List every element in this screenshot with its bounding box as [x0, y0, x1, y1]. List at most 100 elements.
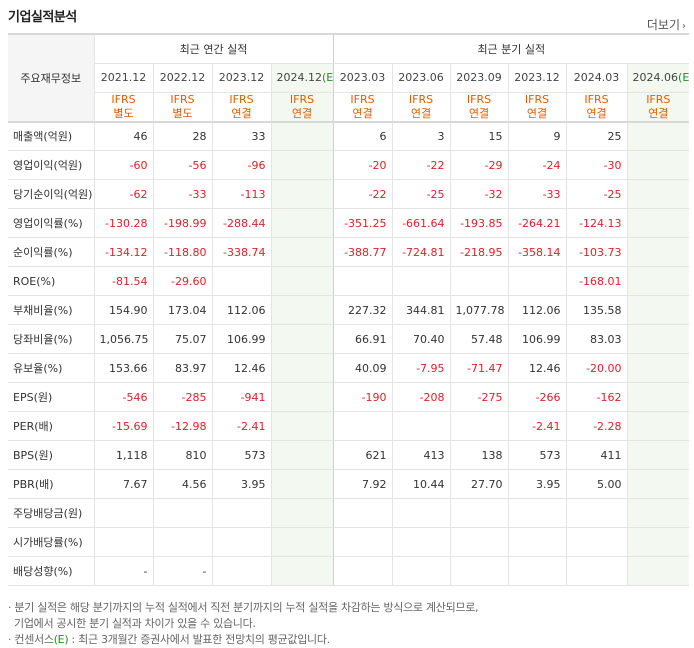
footnote-2: · 컨센서스(E) : 최근 3개월간 증권사에서 발표한 전망치의 평균값입니…	[8, 633, 330, 646]
table-cell	[508, 556, 567, 586]
table-cell	[627, 266, 690, 296]
table-cell: 3.95	[508, 469, 567, 499]
row-label: 영업이익률(%)	[8, 208, 95, 238]
period-header: 2024.06(E)	[627, 63, 690, 93]
table-cell: -56	[153, 150, 213, 180]
table-cell: 138	[450, 440, 509, 470]
table-cell: -20.00	[566, 353, 628, 383]
row-label: 배당성향(%)	[8, 556, 95, 586]
table-cell	[392, 556, 451, 586]
table-cell	[333, 266, 393, 296]
table-cell: -	[94, 556, 154, 586]
accounting-type-header: IFRS 연결	[566, 92, 628, 122]
row-header-label: 주요재무정보	[8, 33, 95, 122]
table-cell: 66.91	[333, 324, 393, 354]
accounting-type-header: IFRS 연결	[271, 92, 334, 122]
table-cell: -30	[566, 150, 628, 180]
table-cell	[271, 120, 334, 151]
table-cell: 5.00	[566, 469, 628, 499]
table-cell	[153, 498, 213, 528]
table-cell	[271, 150, 334, 180]
table-cell: -32	[450, 179, 509, 209]
table-row: 영업이익률(%) -130.28 -198.99 -288.44 -351.25 -661…	[8, 208, 690, 238]
table-cell: -25	[392, 179, 451, 209]
table-cell	[627, 150, 690, 180]
table-cell	[566, 498, 628, 528]
table-cell: -12.98	[153, 411, 213, 441]
table-cell: -29.60	[153, 266, 213, 296]
table-cell: -338.74	[212, 237, 272, 267]
table-cell: 411	[566, 440, 628, 470]
row-label: 당기순이익(억원)	[8, 179, 95, 209]
period-header: 2023.12	[508, 63, 567, 93]
table-cell	[333, 556, 393, 586]
table-cell	[392, 498, 451, 528]
period-header: 2023.12	[212, 63, 272, 93]
table-cell	[627, 120, 690, 151]
accounting-type-header: IFRS 연결	[508, 92, 567, 122]
table-cell: -134.12	[94, 237, 154, 267]
table-row: 배당성향(%) - -	[8, 556, 690, 586]
period-header: 2024.03	[566, 63, 628, 93]
table-cell: 1,077.78	[450, 295, 509, 325]
table-cell: 135.58	[566, 295, 628, 325]
table-cell	[627, 353, 690, 383]
table-cell: -2.41	[508, 411, 567, 441]
table-cell: 40.09	[333, 353, 393, 383]
row-label: ROE(%)	[8, 266, 95, 296]
table-cell	[627, 179, 690, 209]
table-cell	[627, 382, 690, 412]
row-label: 순이익률(%)	[8, 237, 95, 267]
table-cell	[627, 498, 690, 528]
table-cell: 621	[333, 440, 393, 470]
table-cell	[271, 208, 334, 238]
table-cell	[627, 469, 690, 499]
row-label: 당좌비율(%)	[8, 324, 95, 354]
table-cell: -162	[566, 382, 628, 412]
table-cell	[271, 382, 334, 412]
footnotes: · 분기 실적은 해당 분기까지의 누적 실적에서 직전 분기까지의 누적 실적…	[8, 600, 479, 648]
table-cell	[627, 324, 690, 354]
table-cell: -24	[508, 150, 567, 180]
row-label: 주당배당금(원)	[8, 498, 95, 528]
table-cell: -168.01	[566, 266, 628, 296]
table-cell: -81.54	[94, 266, 154, 296]
table-row: 주당배당금(원)	[8, 498, 690, 528]
table-cell: 6	[333, 120, 393, 151]
table-cell: -7.95	[392, 353, 451, 383]
table-cell	[271, 440, 334, 470]
table-cell	[333, 527, 393, 557]
accounting-type-header: IFRS 연결	[450, 92, 509, 122]
period-header: 2023.09	[450, 63, 509, 93]
table-cell	[627, 295, 690, 325]
table-cell	[627, 411, 690, 441]
table-row: PER(배) -15.69 -12.98 -2.41 -2.41 -2.28	[8, 411, 690, 441]
table-cell	[153, 527, 213, 557]
table-cell: 12.46	[212, 353, 272, 383]
table-cell	[94, 527, 154, 557]
table-cell	[508, 266, 567, 296]
table-row: 부채비율(%) 154.90 173.04 112.06 227.32 344.81 1,0…	[8, 295, 690, 325]
row-label: PER(배)	[8, 411, 95, 441]
table-cell	[271, 237, 334, 267]
table-cell: -264.21	[508, 208, 567, 238]
table-cell: 1,056.75	[94, 324, 154, 354]
table-cell: 154.90	[94, 295, 154, 325]
table-row: 당기순이익(억원) -62 -33 -113 -22 -25 -32 -33 -25	[8, 179, 690, 209]
table-cell: 106.99	[508, 324, 567, 354]
table-cell: -124.13	[566, 208, 628, 238]
table-cell	[271, 295, 334, 325]
financial-summary-table: 주요재무정보 최근 연간 실적 최근 분기 실적 2021.12 2022.12 2…	[8, 33, 690, 586]
table-cell	[94, 498, 154, 528]
table-cell: 344.81	[392, 295, 451, 325]
annual-group-header: 최근 연간 실적	[94, 33, 334, 64]
table-cell	[271, 179, 334, 209]
table-cell	[450, 266, 509, 296]
table-cell: 46	[94, 120, 154, 151]
table-cell: -266	[508, 382, 567, 412]
table-cell: 4.56	[153, 469, 213, 499]
table-cell: -941	[212, 382, 272, 412]
table-cell: -22	[392, 150, 451, 180]
more-link[interactable]: 더보기 ›	[647, 16, 686, 33]
table-cell	[271, 469, 334, 499]
